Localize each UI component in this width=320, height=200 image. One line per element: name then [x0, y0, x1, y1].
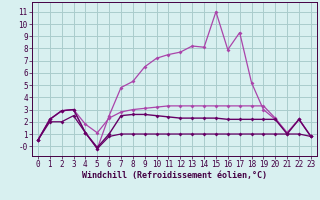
- X-axis label: Windchill (Refroidissement éolien,°C): Windchill (Refroidissement éolien,°C): [82, 171, 267, 180]
